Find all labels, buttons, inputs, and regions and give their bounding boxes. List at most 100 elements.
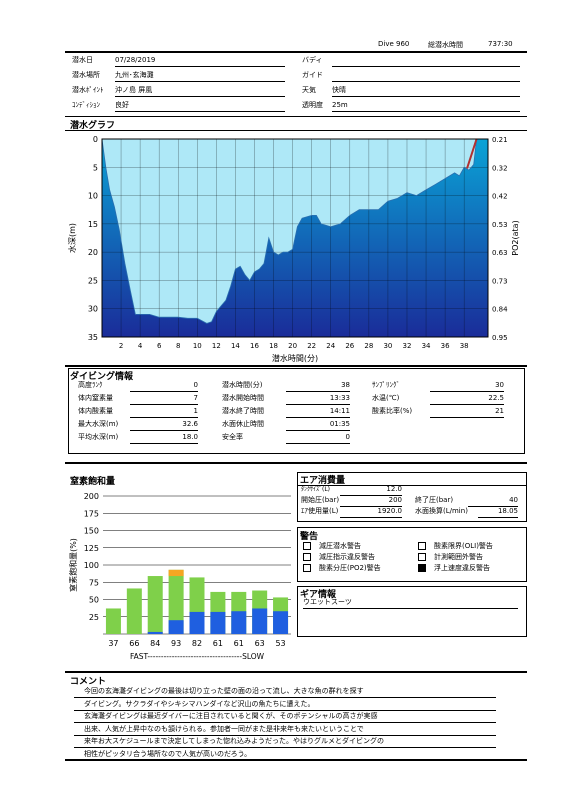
- weather-text: 快晴: [332, 86, 346, 94]
- total-time-label: 総潜水時間: [428, 41, 463, 49]
- warning-item: 酸素限界(OLI)警告: [418, 541, 493, 551]
- tank-value: 12.0: [340, 484, 402, 496]
- sat-y-label: 窒素飽和量(%): [68, 538, 78, 592]
- diving-value: 38: [286, 380, 350, 392]
- warning-item: 浮上速度違反警告: [418, 563, 490, 573]
- po2-tick-label: 0.63: [492, 249, 508, 257]
- time-tick-label: 24: [326, 342, 335, 350]
- warning-checkbox-icon: [303, 542, 311, 550]
- warning-checkbox-icon: [303, 553, 311, 561]
- warning-item: 減圧指示違反警告: [303, 552, 375, 562]
- warning-checkbox-icon: [303, 564, 311, 572]
- time-tick-label: 12: [212, 342, 221, 350]
- po2-tick-label: 0.42: [492, 193, 508, 201]
- po2-tick-label: 0.53: [492, 221, 508, 229]
- warning-label: 酸素限界(OLI)警告: [434, 542, 493, 550]
- depth-tick-label: 30: [88, 305, 98, 314]
- comment-bottom-rule: [65, 759, 527, 761]
- time-tick-label: 18: [269, 342, 278, 350]
- warning-label: 計測範囲外警告: [434, 553, 483, 561]
- time-tick-label: 36: [441, 342, 450, 350]
- sat-bar-label: 61: [213, 639, 223, 648]
- comment-line: ダイビング。サクラダイやシキシマハンダイなど沢山の魚たちに遭えた。: [74, 698, 496, 711]
- end-pressure-value: 40: [468, 495, 518, 507]
- warning-label: 減圧潜水警告: [319, 542, 361, 550]
- condition-label: ｺﾝﾃﾞｨｼｮﾝ: [72, 101, 100, 109]
- graph-y-label-left: 水深(m): [67, 223, 77, 253]
- visibility-value: 25m: [332, 100, 520, 112]
- diving-label: 安全率: [222, 433, 243, 441]
- sat-bar: [147, 576, 163, 634]
- total-time-value: 737:30: [488, 40, 513, 48]
- surface-rate-label: 水面換算(L/min): [415, 507, 468, 515]
- dive-number: Dive 960: [378, 40, 410, 48]
- sat-bar-warning: [168, 569, 184, 577]
- sat-bar-label: 53: [275, 639, 285, 648]
- place-value: 九州･玄海灘: [115, 70, 285, 82]
- diving-value: 32.6: [130, 419, 198, 431]
- gear-item: ウエットスーツ: [303, 597, 518, 609]
- diving-value: 30: [430, 380, 504, 392]
- sat-bar-label: 93: [171, 639, 181, 648]
- time-tick-label: 26: [345, 342, 354, 350]
- diving-label: 潜水終了時間: [222, 407, 264, 415]
- po2-tick-label: 0.95: [492, 334, 508, 342]
- diving-label: 酸素比率(%): [372, 407, 413, 415]
- sat-bar-oxygen: [252, 608, 268, 634]
- warning-item: 減圧潜水警告: [303, 541, 361, 551]
- diving-value: 21: [430, 406, 504, 418]
- time-tick-label: 6: [157, 342, 162, 350]
- diving-info-panel: [68, 368, 525, 454]
- diving-label: 潜水開始時間: [222, 394, 264, 402]
- air-panel: [297, 472, 527, 522]
- po2-tick-label: 0.21: [492, 136, 508, 144]
- depth-tick-label: 0: [93, 135, 98, 144]
- warning-item: 酸素分圧(PO2)警告: [303, 563, 381, 573]
- depth-tick-label: 10: [88, 192, 98, 201]
- diving-value: 22.5: [430, 393, 504, 405]
- sat-tick-label: 50: [89, 596, 99, 605]
- sat-tick-label: 200: [84, 492, 99, 501]
- sat-bar: [105, 608, 121, 634]
- warning-title: 警告: [300, 532, 319, 542]
- diving-label: 高度ﾗﾝｸ: [78, 381, 103, 389]
- guide-label: ガイド: [302, 71, 323, 79]
- comment-line: 来年お大スケジュールまで決定してしまった惚れ込みようだった。やはりグルメとダイビ…: [74, 735, 496, 749]
- diving-label: 体内窒素量: [78, 394, 113, 402]
- time-tick-label: 30: [383, 342, 392, 350]
- warning-checkbox-icon: [418, 553, 426, 561]
- weather-value: 快晴: [332, 85, 520, 97]
- time-tick-label: 38: [460, 342, 469, 350]
- graph-frame: [101, 138, 489, 338]
- comment-line: 今回の玄海灘ダイビングの最後は切り立った壁の面の沿って流し、大きな魚の群れを探す: [74, 685, 496, 698]
- graph-bottom-rule: [65, 365, 527, 367]
- surface-rate-value: 18.05: [478, 506, 518, 518]
- warning-panel: [297, 527, 527, 582]
- condition-value: 良好: [115, 100, 285, 112]
- diving-value: 1: [130, 406, 198, 418]
- date-label: 潜水日: [72, 56, 93, 64]
- air-use-value: 1920.0: [340, 506, 402, 518]
- diving-value: 18.0: [130, 432, 198, 444]
- diving-label: 平均水深(m): [78, 433, 119, 441]
- diving-label: 体内酸素量: [78, 407, 113, 415]
- warning-checkbox-icon: [418, 564, 426, 572]
- po2-tick-label: 0.84: [492, 306, 508, 314]
- sat-bar-oxygen: [168, 620, 184, 634]
- buddy-value: [332, 55, 520, 67]
- time-tick-label: 34: [422, 342, 431, 350]
- graph-sky-area: [102, 139, 488, 324]
- end-pressure-label: 終了圧(bar): [415, 496, 454, 504]
- mid-rule: [65, 462, 527, 464]
- sat-bar-oxygen: [231, 611, 247, 634]
- diving-label: ｻﾝﾌﾟﾘﾝｸﾞ: [372, 381, 400, 389]
- time-tick-label: 28: [364, 342, 373, 350]
- warning-label: 減圧指示違反警告: [319, 553, 375, 561]
- point-label: 潜水ﾎﾟｲﾝﾄ: [72, 86, 104, 94]
- comment-top-rule: [65, 671, 527, 673]
- comment-line: 玄海灘ダイビングは最近ダイバーに注目されていると聞くが、そのポテンシャルの高さが…: [74, 710, 496, 724]
- diving-value: 7: [130, 393, 198, 405]
- start-pressure-value: 200: [340, 495, 402, 507]
- sat-tick-label: 100: [84, 561, 99, 570]
- start-pressure-label: 開始圧(bar): [301, 496, 340, 504]
